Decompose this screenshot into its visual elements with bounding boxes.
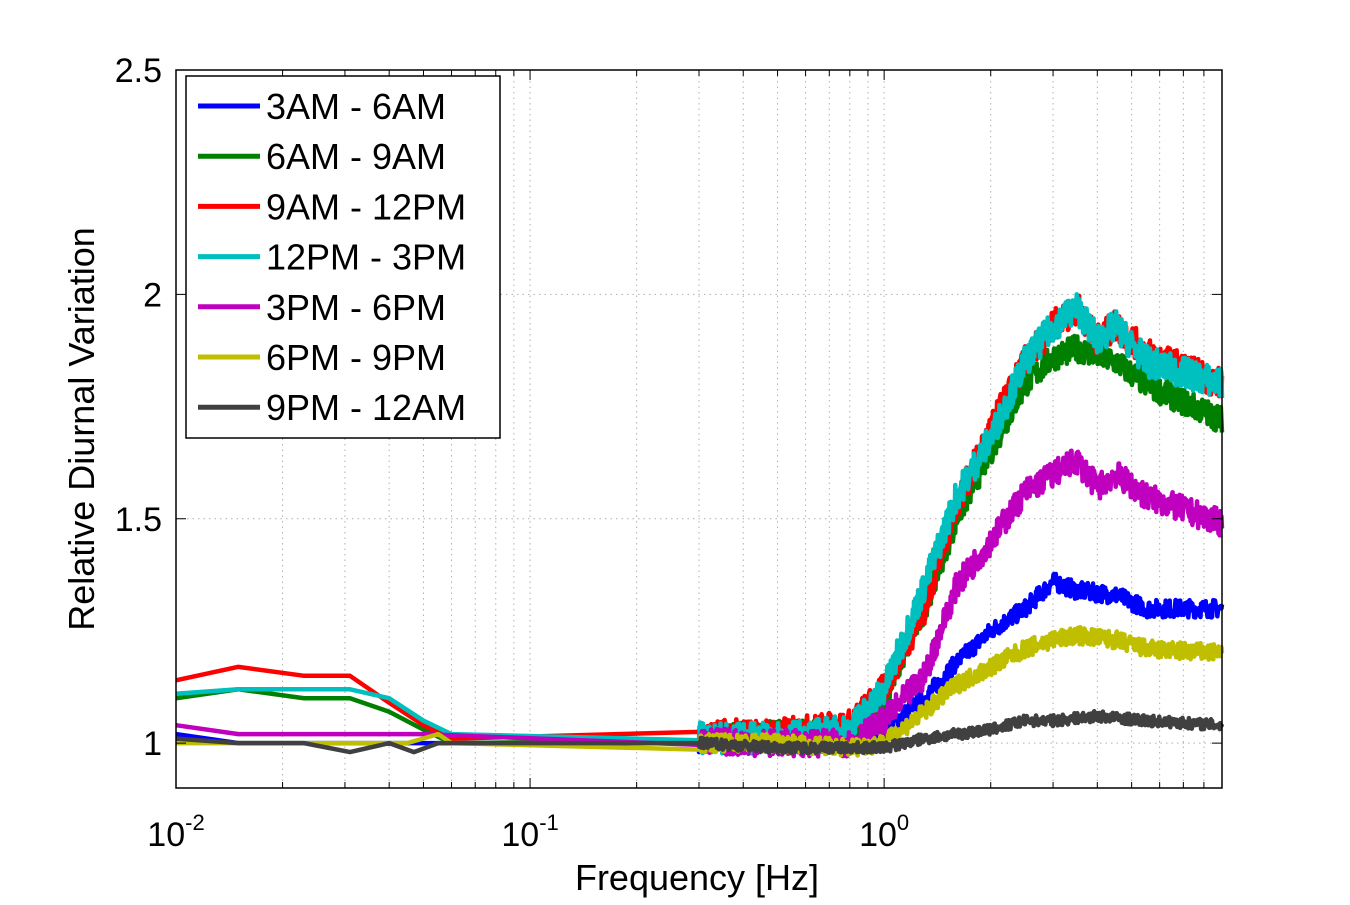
legend-label: 3AM - 6AM [266, 86, 446, 127]
legend: 3AM - 6AM 6AM - 9AM 9AM - 12PM 12PM - 3PM 3P… [185, 75, 501, 439]
axis-ticks [175, 69, 1223, 788]
legend-label: 12PM - 3PM [266, 237, 466, 278]
x-tick-label: 10-1 [501, 810, 558, 854]
legend-label: 9AM - 12PM [266, 186, 466, 227]
y-tick-label: 2 [143, 276, 162, 314]
y-tick-label: 1 [143, 725, 162, 763]
tick-labels: 1 1.5 2 2.5 10-2 10-1 100 [115, 52, 909, 854]
x-tick-label: 100 [859, 810, 909, 854]
series-line [175, 709, 1225, 756]
y-tick-label: 2.5 [115, 52, 162, 90]
series-lines [175, 292, 1225, 759]
legend-label: 9PM - 12AM [266, 387, 466, 428]
legend-label: 6PM - 9PM [266, 337, 446, 378]
legend-label: 6AM - 9AM [266, 136, 446, 177]
y-tick-label: 1.5 [115, 501, 162, 539]
y-axis-title: Relative Diurnal Variation [61, 227, 102, 631]
x-tick-label: 10-2 [147, 810, 204, 854]
x-axis-title: Frequency [Hz] [575, 857, 819, 898]
legend-label: 3PM - 6PM [266, 287, 446, 328]
